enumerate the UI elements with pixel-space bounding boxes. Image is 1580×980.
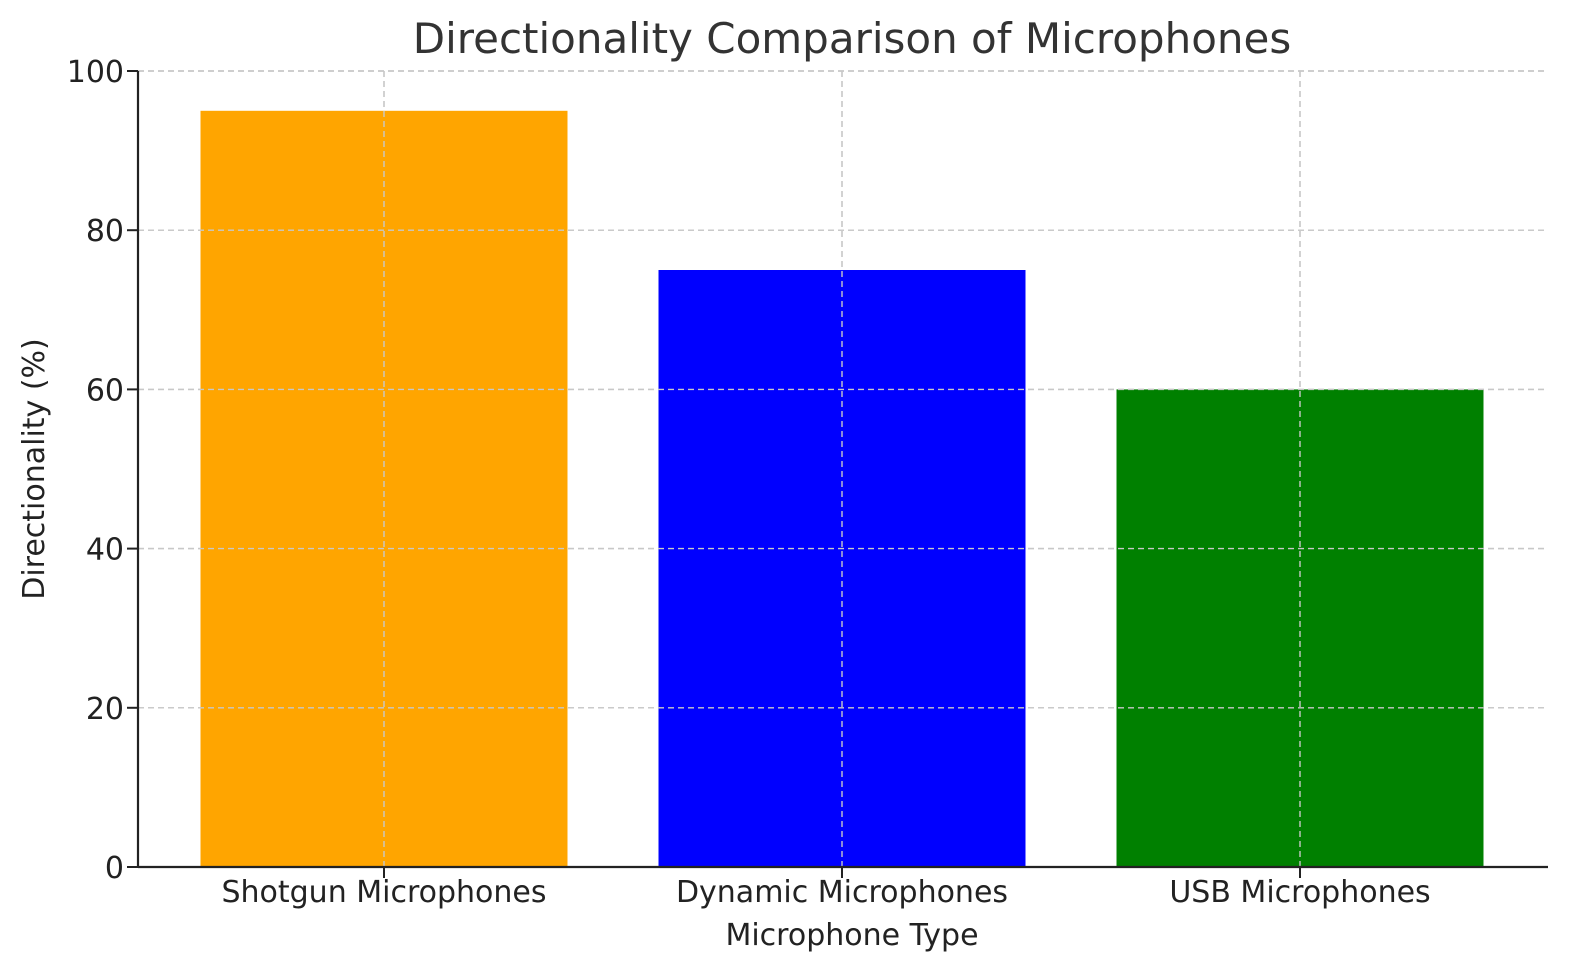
bar (1116, 389, 1484, 867)
x-tick-label: Shotgun Microphones (221, 875, 546, 910)
y-tick-label: 60 (86, 373, 124, 408)
bar-layer (138, 70, 1548, 868)
axis-layer: 0 20 40 60 80 100 Shotgun Microphones Dynamic M… (67, 55, 1548, 910)
chart-title: Directionality Comparison of Microphones (413, 14, 1292, 63)
bar (658, 270, 1026, 867)
x-tick-label: USB Microphones (1169, 875, 1430, 910)
y-tick-label: 0 (105, 851, 124, 886)
x-tick-label: Dynamic Microphones (676, 875, 1008, 910)
y-tick-label: 40 (86, 533, 124, 568)
y-tick-label: 20 (86, 692, 124, 727)
y-axis-label: Directionality (%) (17, 338, 52, 600)
x-axis-label: Microphone Type (725, 918, 978, 953)
y-tick-label: 80 (86, 214, 124, 249)
y-tick-label: 100 (67, 55, 124, 90)
